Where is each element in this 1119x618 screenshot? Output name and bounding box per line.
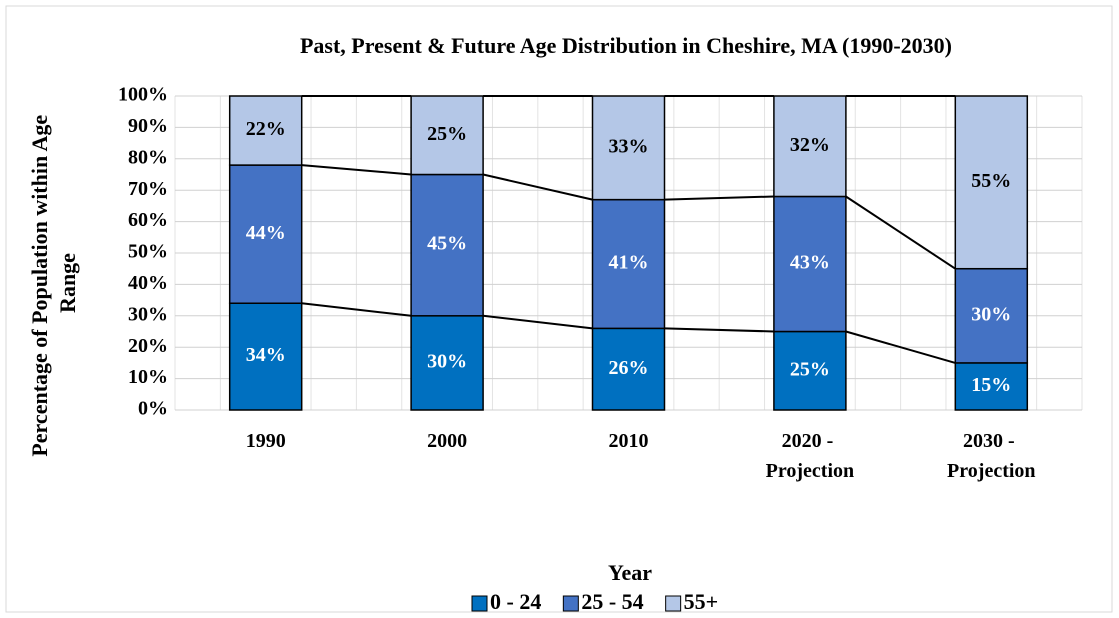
y-tick-label: 50% xyxy=(128,241,168,263)
x-tick-label: 2030 - Projection xyxy=(947,430,1036,482)
y-tick-label: 90% xyxy=(128,115,168,137)
data-label: 43% xyxy=(790,252,830,274)
legend-label: 0 - 24 xyxy=(490,589,541,614)
y-tick-label: 40% xyxy=(128,272,168,294)
series-line xyxy=(301,164,412,176)
bar-segment xyxy=(954,95,1029,270)
legend-swatch xyxy=(562,595,579,612)
y-tick-label: 10% xyxy=(128,366,168,388)
x-tick-label: 2010 xyxy=(609,430,649,452)
data-label: 41% xyxy=(609,252,649,274)
bar-segment xyxy=(954,267,1029,364)
chart-frame xyxy=(5,5,1113,613)
data-label: 30% xyxy=(971,303,1011,325)
bar-segment xyxy=(591,198,666,330)
series-line xyxy=(482,314,593,330)
series-line xyxy=(845,195,956,270)
y-tick-label: 60% xyxy=(128,209,168,231)
data-label: 25% xyxy=(427,123,467,145)
y-tick-label: 100% xyxy=(118,84,168,106)
data-label: 22% xyxy=(246,118,286,140)
chart-title: Past, Present & Future Age Distribution … xyxy=(300,33,952,58)
legend-swatch xyxy=(665,595,682,612)
y-axis-label: Percentage of Population within Age Rang… xyxy=(27,109,80,456)
data-label: 26% xyxy=(609,357,649,379)
data-label: 45% xyxy=(427,233,467,255)
data-label: 44% xyxy=(246,222,286,244)
y-tick-label: 80% xyxy=(128,146,168,168)
y-tick-label: 70% xyxy=(128,178,168,200)
data-label: 32% xyxy=(790,134,830,156)
series-line xyxy=(664,327,774,333)
y-tick-label: 30% xyxy=(128,303,168,325)
data-label: 25% xyxy=(790,358,830,380)
series-line xyxy=(664,195,774,201)
bar-segment xyxy=(773,330,847,411)
x-tick-label: 1990 xyxy=(246,430,286,452)
x-tick-label: 2020 - Projection xyxy=(766,430,855,482)
data-label: 34% xyxy=(246,344,286,366)
bar-segment xyxy=(773,195,847,333)
series-line xyxy=(301,302,412,317)
series-line xyxy=(845,330,956,364)
bar-segment xyxy=(591,95,666,201)
legend-label: 25 - 54 xyxy=(581,589,643,614)
data-label: 15% xyxy=(971,374,1011,396)
bar-segment xyxy=(773,95,847,198)
bar-segment xyxy=(228,302,303,411)
data-label: 30% xyxy=(427,350,467,372)
bar-segment xyxy=(410,173,484,317)
y-tick-label: 0% xyxy=(138,398,168,420)
legend-label: 55+ xyxy=(684,589,719,614)
data-label: 33% xyxy=(609,135,649,157)
legend-swatch xyxy=(471,595,488,612)
y-tick-label: 20% xyxy=(128,335,168,357)
bar-segment xyxy=(591,327,666,411)
bar-segment xyxy=(410,315,484,411)
x-axis-label: Year xyxy=(608,560,652,585)
bar-segment xyxy=(954,362,1029,411)
bar-segment xyxy=(228,95,303,166)
x-tick-label: 2000 xyxy=(427,430,467,452)
bar-segment xyxy=(410,95,484,176)
data-label: 55% xyxy=(971,170,1011,192)
series-line xyxy=(482,173,593,201)
